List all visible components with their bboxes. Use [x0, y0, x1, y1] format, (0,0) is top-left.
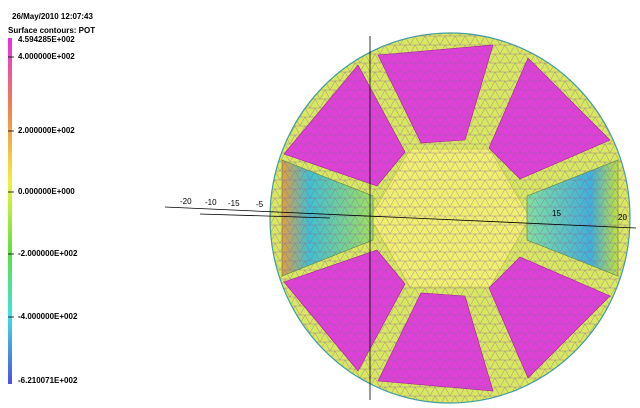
legend-label: -6.210071E+002	[18, 376, 78, 385]
legend-label: 2.000000E+002	[18, 126, 75, 135]
legend-label: 4.594285E+002	[18, 35, 75, 44]
axis-label: -5	[256, 200, 264, 209]
axes	[164, 36, 637, 400]
axis-label: -15	[228, 199, 240, 208]
legend-title: Surface contours: POT	[8, 26, 95, 35]
legend-label: -4.000000E+002	[18, 312, 78, 321]
axis-label: -10	[205, 198, 217, 207]
legend-ticks	[8, 56, 14, 318]
axis-label: 15	[552, 209, 561, 218]
axis-label: 20	[618, 213, 627, 222]
legend-label: -2.000000E+002	[18, 249, 78, 258]
legend-label: 0.000000E+000	[18, 187, 75, 196]
color-bar	[8, 38, 12, 384]
axis-label: -20	[180, 197, 192, 206]
legend-label: 4.000000E+002	[18, 52, 75, 61]
timestamp: 26/May/2010 12:07:43	[12, 12, 94, 21]
model	[269, 32, 631, 404]
